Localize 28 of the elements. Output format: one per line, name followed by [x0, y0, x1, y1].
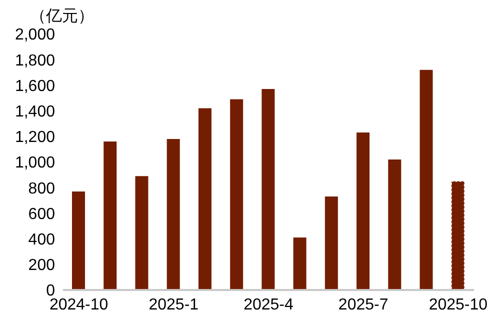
x-tick-label: 2025-4: [244, 296, 294, 314]
y-tick-label: 1,600: [14, 78, 56, 95]
bar: [450, 180, 465, 290]
y-tick-label: 1,800: [14, 52, 56, 70]
bar: [420, 70, 433, 290]
bar: [356, 132, 370, 290]
y-tick-label: 2,000: [14, 26, 56, 44]
bar: [388, 159, 402, 290]
bar: [293, 238, 306, 290]
bar: [324, 196, 338, 290]
y-axis-title: （亿元）: [30, 7, 94, 27]
y-tick-label: 1,000: [14, 154, 56, 172]
bar: [104, 142, 117, 290]
x-tick-label: 2025-7: [338, 296, 388, 314]
y-tick-label: 200: [28, 257, 56, 274]
x-tick-label: 2025-10: [428, 296, 488, 314]
bar: [230, 99, 244, 290]
y-tick-label: 800: [28, 180, 56, 198]
y-tick-label: 600: [28, 206, 56, 223]
bar: [262, 89, 275, 290]
y-tick-label: 1,200: [14, 129, 56, 146]
x-tick-label: 2025-1: [148, 296, 199, 314]
y-tick-label: 1,400: [14, 103, 56, 120]
bar: [135, 176, 148, 290]
y-tick-label: 400: [28, 231, 56, 248]
bar: [72, 191, 85, 290]
bar: [166, 138, 180, 290]
bar: [198, 108, 212, 290]
